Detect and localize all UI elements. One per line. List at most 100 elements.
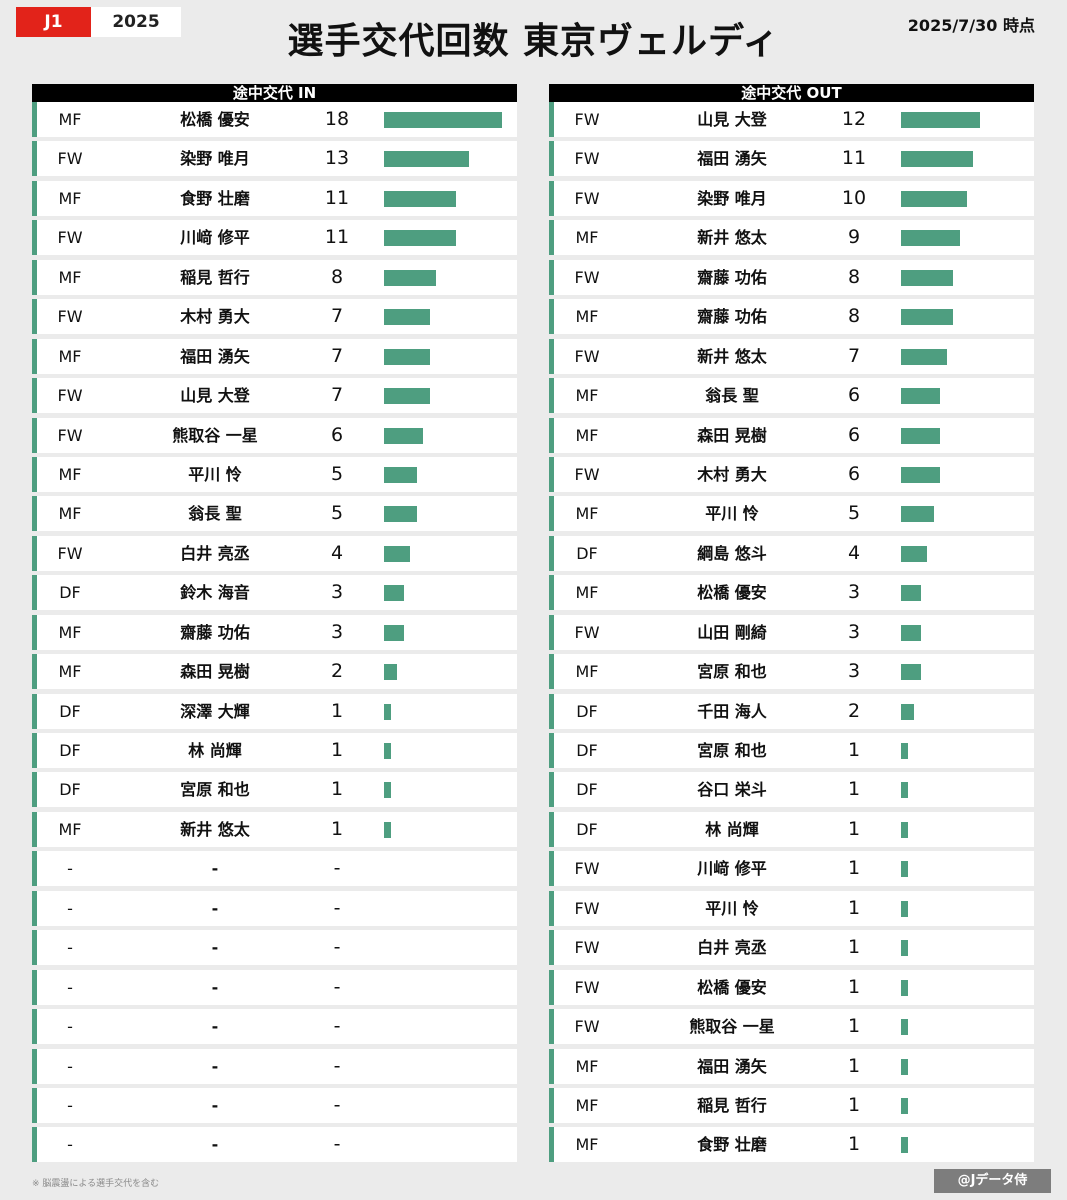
count-label: 1 [847, 936, 861, 959]
count-label: - [333, 1054, 341, 1077]
count-label: 8 [847, 305, 861, 328]
player-name: - [211, 977, 219, 997]
player-name: 食野 壮磨 [180, 188, 250, 208]
substitution-in-row: FW 熊取谷 一星 6 [32, 417, 517, 453]
substitution-out-row: DF 谷口 栄斗 1 [549, 772, 1034, 808]
position-label: - [67, 938, 73, 958]
player-name: 翁長 聖 [705, 386, 759, 406]
position-label: FW [574, 110, 600, 129]
count-label: 3 [330, 581, 344, 604]
position-label: MF [575, 228, 599, 248]
position-label: MF [58, 819, 82, 839]
substitution-out-bar [901, 782, 908, 799]
substitution-out-bar [901, 585, 921, 602]
player-name: - [211, 1056, 219, 1076]
position-label: MF [575, 386, 599, 406]
substitution-in-row: MF 齋藤 功佑 3 [32, 614, 517, 650]
player-name: 山見 大登 [180, 386, 250, 406]
position-label: DF [576, 780, 598, 800]
count-label: 4 [847, 541, 861, 564]
count-label: 6 [330, 423, 344, 446]
count-label: 7 [330, 384, 344, 407]
substitution-out-row: FW 山見 大登 12 [549, 102, 1034, 137]
substitution-in-row: DF 林 尚輝 1 [32, 733, 517, 768]
substitution-out-bar [901, 821, 908, 838]
position-label: FW [574, 938, 600, 958]
position-label: FW [574, 898, 600, 918]
count-label: 1 [847, 739, 861, 761]
substitution-out-bar [901, 190, 967, 207]
substitution-out-row: FW 染野 唯月 10 [549, 180, 1034, 216]
substitution-in-bar [384, 585, 404, 602]
substitution-in-row: DF 宮原 和也 1 [32, 772, 517, 808]
count-label: 4 [330, 541, 344, 564]
substitution-out-bar [901, 388, 941, 405]
position-label: FW [57, 228, 83, 248]
position-label: DF [59, 701, 81, 721]
substitution-out-panel: 途中交代 OUT FW 山見 大登 12 FW 福田 湧矢 11 FW 染野 唯月 10 MF 新井… [549, 84, 1034, 1167]
position-label: MF [58, 346, 82, 366]
position-label: DF [576, 701, 598, 721]
substitution-in-row: MF 森田 晃樹 2 [32, 654, 517, 690]
player-name: 深澤 大輝 [180, 701, 250, 721]
count-label: 6 [847, 384, 861, 407]
player-name: - [211, 938, 219, 958]
count-label: 9 [847, 226, 861, 249]
substitution-in-bar [384, 743, 391, 759]
count-label: 1 [330, 739, 344, 761]
substitution-out-bar [901, 624, 921, 641]
count-label: 1 [847, 896, 861, 919]
player-name: 稲見 哲行 [697, 1095, 767, 1115]
substitution-in-row: --- [32, 1127, 517, 1163]
player-name: - [211, 898, 219, 918]
player-name: 白井 亮丞 [180, 543, 250, 563]
count-label: 1 [330, 699, 344, 722]
player-name: 白井 亮丞 [697, 938, 767, 958]
count-label: 13 [324, 147, 350, 170]
substitution-out-bar [901, 309, 954, 326]
substitution-in-bar [384, 624, 404, 641]
player-name: - [211, 1095, 219, 1115]
substitution-in-row: MF 翁長 聖 5 [32, 496, 517, 532]
count-label: - [333, 896, 341, 919]
substitution-in-bar [384, 230, 457, 247]
substitution-in-row: --- [32, 890, 517, 926]
player-name: 松橋 優安 [697, 977, 767, 997]
count-label: - [333, 975, 341, 998]
player-name: 宮原 和也 [180, 780, 250, 800]
substitution-out-row: MF 食野 壮磨 1 [549, 1127, 1034, 1163]
count-label: 10 [841, 186, 867, 209]
substitution-out-row: FW 松橋 優安 1 [549, 969, 1034, 1005]
player-name: 新井 悠太 [697, 228, 767, 248]
substitution-out-bar [901, 900, 908, 917]
player-name: 齋藤 功佑 [180, 622, 250, 642]
position-label: FW [574, 1017, 600, 1037]
substitution-in-row: --- [32, 851, 517, 887]
count-label: 2 [330, 660, 344, 683]
substitution-in-row: FW 木村 勇大 7 [32, 299, 517, 335]
position-label: MF [58, 267, 82, 287]
position-label: FW [57, 425, 83, 445]
footnote: ※ 脳震盪による選手交代を含む [32, 1179, 160, 1189]
player-name: 染野 唯月 [697, 188, 767, 208]
substitution-out-row: DF 宮原 和也 1 [549, 733, 1034, 768]
substitution-out-row: MF 齋藤 功佑 8 [549, 299, 1034, 335]
position-label: DF [59, 583, 81, 603]
player-name: 木村 勇大 [180, 307, 250, 327]
substitution-out-row: MF 翁長 聖 6 [549, 378, 1034, 414]
substitution-out-row: MF 松橋 優安 3 [549, 575, 1034, 611]
count-label: - [333, 936, 341, 959]
position-label: MF [58, 504, 82, 524]
player-name: 福田 湧矢 [697, 149, 767, 169]
position-label: DF [576, 819, 598, 839]
count-label: 3 [330, 620, 344, 643]
position-label: - [67, 1017, 73, 1037]
player-name: 千田 海人 [697, 701, 767, 721]
position-label: MF [575, 662, 599, 682]
count-label: 1 [847, 778, 861, 801]
position-label: - [67, 898, 73, 918]
league-badge: J1 [16, 7, 91, 37]
substitution-in-row: --- [32, 930, 517, 966]
count-label: 18 [324, 108, 350, 130]
substitution-out-row: FW 平川 怜 1 [549, 890, 1034, 926]
